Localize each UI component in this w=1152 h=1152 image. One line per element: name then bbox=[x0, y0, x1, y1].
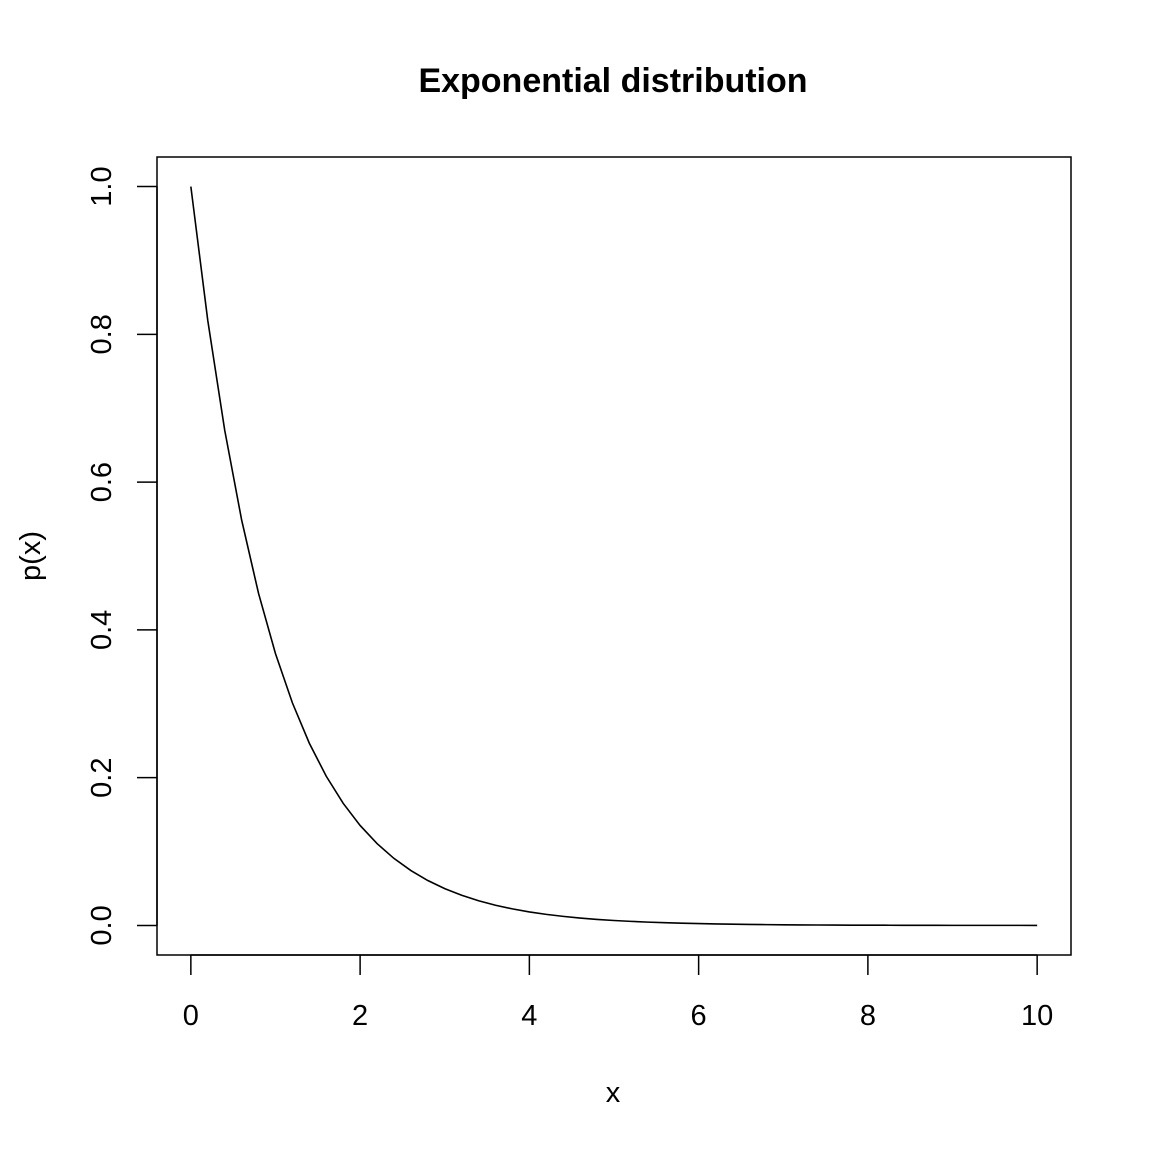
chart-title: Exponential distribution bbox=[418, 62, 807, 100]
y-tick-label: 0.2 bbox=[86, 758, 118, 798]
x-tick-label: 0 bbox=[183, 1000, 199, 1032]
x-tick-label: 10 bbox=[1021, 1000, 1053, 1032]
y-tick-label: 0.0 bbox=[86, 905, 118, 945]
plot-frame bbox=[156, 156, 1072, 956]
x-tick-label: 8 bbox=[860, 1000, 876, 1032]
x-axis-label: x bbox=[606, 1077, 621, 1109]
y-tick-label: 1.0 bbox=[86, 166, 118, 206]
x-tick-label: 2 bbox=[352, 1000, 368, 1032]
x-axis: 0 2 4 6 8 10 bbox=[183, 954, 1053, 1032]
y-tick-label: 0.6 bbox=[86, 462, 118, 502]
y-axis-label: p(x) bbox=[15, 531, 47, 581]
x-tick-label: 6 bbox=[691, 1000, 707, 1032]
density-curve bbox=[190, 186, 1038, 927]
y-tick-label: 0.8 bbox=[86, 314, 118, 354]
x-tick-label: 4 bbox=[521, 1000, 537, 1032]
y-tick-label: 0.4 bbox=[86, 610, 118, 650]
y-axis: 0.0 0.2 0.4 0.6 0.8 1.0 bbox=[86, 166, 158, 946]
